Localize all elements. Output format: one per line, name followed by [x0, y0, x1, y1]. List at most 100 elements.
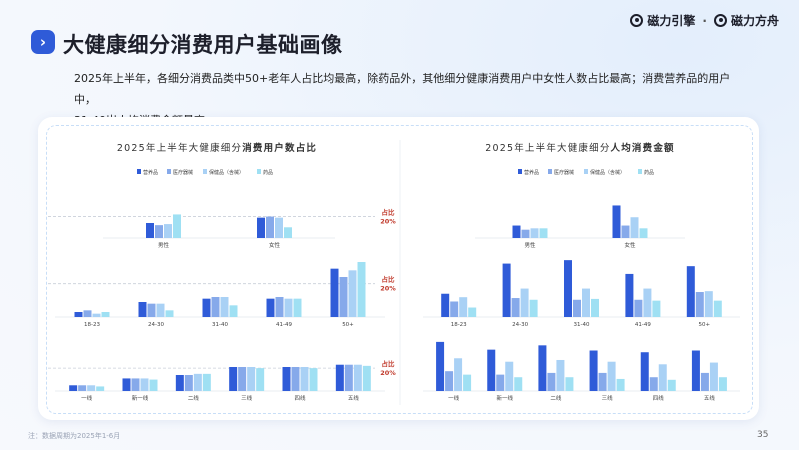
- brand-right: 磁力方舟: [730, 14, 779, 28]
- brand-left: 磁力引擎: [647, 14, 696, 28]
- users-share-legend-label: 药品: [263, 169, 273, 176]
- users-share-age-bar: [92, 313, 101, 317]
- per-capita-city_tier-bar: [718, 377, 727, 391]
- users-share-age-bar: [202, 298, 211, 317]
- users-share-city_tier-bar: [247, 367, 256, 391]
- per-capita-title-plain: 2025年上半年大健康细分: [485, 142, 610, 154]
- per-capita-legend-label: 保健品（含械）: [590, 169, 625, 176]
- users-share-chart-title: 2025年上半年大健康细分消费用户数占比: [117, 142, 317, 154]
- per-capita-city_tier-bar: [487, 349, 496, 391]
- per-capita-city_tier-bar: [640, 352, 649, 391]
- users-share-age-bar: [348, 270, 357, 317]
- per-capita-gender-tick-label: 女性: [624, 241, 636, 249]
- per-capita-legend-label: 药品: [644, 169, 654, 176]
- per-capita-gender-bar: [530, 228, 539, 238]
- per-capita-age-tick-label: 41-49: [635, 322, 651, 328]
- users-share-city_tier-tick-label: 三线: [241, 394, 253, 402]
- per-capita-age-bar: [573, 299, 581, 317]
- users-share-age-bar: [211, 297, 220, 317]
- users-share-gender-bar: [275, 217, 283, 238]
- per-capita-city_tier-bar: [667, 379, 676, 391]
- per-capita-age-bar: [591, 298, 599, 317]
- users-share-city_tier-bar: [87, 385, 96, 391]
- per-capita-city_tier-tick-label: 五线: [704, 394, 716, 402]
- users-share-city_tier-bar: [256, 368, 265, 391]
- users-share-legend-swatch: [167, 169, 171, 174]
- users-share-city_tier-bar: [175, 375, 184, 391]
- users-share-age-bar: [220, 297, 229, 317]
- per-capita-city_tier-tick-label: 新一线: [496, 394, 513, 402]
- per-capita-age-bar: [450, 301, 459, 317]
- users-share-city_tier-bar: [122, 378, 131, 391]
- per-capita-age-bar: [713, 300, 722, 317]
- users-share-ref-label-1: 占比: [382, 359, 396, 368]
- page-title: 大健康细分消费用户基础画像: [63, 33, 343, 57]
- per-capita-gender-bar: [612, 205, 621, 238]
- per-capita-age-tick-label: 31-40: [574, 322, 590, 328]
- per-capita-city_tier-bar: [514, 377, 523, 391]
- users-share-age-tick-label: 24-30: [148, 322, 164, 328]
- per-capita-gender-bar: [512, 225, 521, 238]
- users-share-city_tier-bar: [149, 379, 158, 391]
- users-share-gender-bar: [266, 216, 274, 238]
- users-share-age-bar: [138, 302, 147, 317]
- per-capita-city_tier-tick-label: 三线: [602, 394, 614, 402]
- users-share-legend-swatch: [137, 169, 141, 174]
- per-capita-legend-label: 医疗器械: [554, 169, 574, 176]
- per-capita-gender-bar: [639, 228, 648, 238]
- users-share-city_tier-tick-label: 五线: [348, 394, 360, 402]
- users-share-city_tier-bar: [344, 364, 353, 391]
- per-capita-age-bar: [704, 291, 713, 317]
- per-capita-age-bar: [459, 297, 468, 317]
- per-capita-city_tier-bar: [538, 345, 547, 391]
- users-share-city_tier-bar: [78, 385, 87, 391]
- brand-separator: ·: [702, 13, 707, 28]
- chart-card: [38, 117, 759, 420]
- users-share-gender-tick-label: 男性: [158, 241, 170, 249]
- per-capita-age-bar: [582, 288, 590, 317]
- users-share-age-bar: [357, 262, 366, 317]
- per-capita-age-tick-label: 24-30: [512, 322, 528, 328]
- per-capita-age-bar: [634, 299, 643, 317]
- users-share-city_tier-bar: [300, 367, 309, 391]
- per-capita-gender-bar: [621, 225, 630, 238]
- per-capita-age-bar: [441, 293, 450, 317]
- per-capita-age-bar: [686, 266, 695, 317]
- source-note: 注：数据周期为2025年1-6月: [28, 432, 121, 440]
- users-share-city_tier-bar: [282, 367, 291, 391]
- users-share-city_tier-bar: [353, 364, 362, 391]
- users-share-age-bar: [101, 312, 110, 317]
- per-capita-gender-bar: [630, 217, 639, 238]
- users-share-gender-tick-label: 女性: [269, 241, 281, 249]
- users-share-age-bar: [74, 312, 83, 317]
- brand-logo-icon: [630, 14, 644, 27]
- per-capita-city_tier-bar: [565, 377, 574, 391]
- per-capita-age-bar: [695, 292, 704, 317]
- users-share-age-bar: [156, 303, 165, 317]
- users-share-age-bar: [229, 305, 238, 317]
- users-share-ref-label-2: 20%: [380, 218, 396, 226]
- users-share-gender-bar: [164, 224, 172, 238]
- per-capita-city_tier-bar: [691, 350, 700, 391]
- summary-line-1: 2025年上半年，各细分消费品类中50+老年人占比均最高，除药品外，其他细分健康…: [74, 72, 731, 106]
- users-share-gender-bar: [257, 217, 265, 238]
- per-capita-age-tick-label: 50+: [698, 322, 710, 328]
- users-share-legend-label: 医疗器械: [173, 169, 193, 176]
- per-capita-gender-bar: [521, 229, 530, 238]
- per-capita-city_tier-tick-label: 四线: [653, 394, 665, 402]
- per-capita-chart-title: 2025年上半年大健康细分人均消费金额: [485, 142, 674, 154]
- per-capita-age-bar: [625, 273, 634, 317]
- per-capita-city_tier-bar: [589, 350, 598, 391]
- per-capita-city_tier-bar: [616, 378, 625, 391]
- users-share-city_tier-bar: [335, 364, 344, 391]
- users-share-gender-bar: [155, 225, 163, 238]
- per-capita-city_tier-bar: [496, 374, 505, 391]
- per-capita-age-bar: [502, 263, 511, 317]
- users-share-age-bar: [147, 303, 156, 317]
- users-share-city_tier-bar: [229, 367, 238, 391]
- per-capita-city_tier-bar: [658, 364, 667, 391]
- users-share-city_tier-tick-label: 新一线: [132, 394, 149, 402]
- users-share-city_tier-tick-label: 一线: [81, 394, 93, 402]
- users-share-city_tier-tick-label: 四线: [294, 394, 306, 402]
